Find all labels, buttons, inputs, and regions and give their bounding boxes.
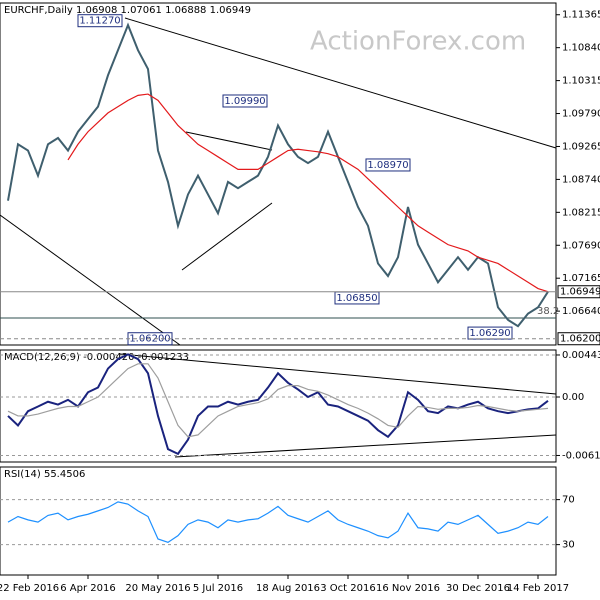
y-tick-label: 1.08215 <box>562 207 600 218</box>
header: EURCHF,Daily 1.06908 1.07061 1.06888 1.0… <box>4 5 251 16</box>
y-tick-label: 30 <box>562 540 575 551</box>
watermark: ActionForex.com <box>310 27 526 57</box>
series-line <box>7 501 549 544</box>
trend-line <box>124 17 557 149</box>
x-tick-label: 6 Apr 2016 <box>60 583 115 594</box>
y-tick-label: 1.06640 <box>562 306 600 317</box>
x-tick-label: 30 Dec 2016 <box>446 583 510 594</box>
x-tick-label: 16 Nov 2016 <box>376 583 440 594</box>
price-annotation <box>365 158 411 172</box>
series-line <box>7 363 549 438</box>
x-tick-label: 20 May 2016 <box>125 583 190 594</box>
macd-trend-line <box>174 434 557 458</box>
x-tick-label: 18 Aug 2016 <box>256 583 320 594</box>
x-tick-label: 14 Feb 2017 <box>507 583 569 594</box>
price-annotation <box>222 94 268 108</box>
trend-line <box>185 131 273 151</box>
trend-line <box>181 202 273 271</box>
y-tick-label: 1.07690 <box>562 240 600 251</box>
price-marker <box>557 285 600 299</box>
y-tick-label: 1.07165 <box>562 273 600 284</box>
y-tick-label: 70 <box>562 495 575 506</box>
x-tick-label: 22 Feb 2016 <box>0 583 59 594</box>
annotation-label: 1.11270 <box>79 16 120 27</box>
panel-title: RSI(14) 55.4506 <box>4 469 85 480</box>
y-tick-label: 1.10840 <box>562 43 600 54</box>
trend-line <box>0 214 181 346</box>
x-tick-label: 5 Jul 2016 <box>193 583 243 594</box>
y-tick-label: 1.09790 <box>562 109 600 120</box>
y-tick-label: 1.09265 <box>562 141 600 152</box>
macd-frame <box>0 349 557 463</box>
series-line <box>7 22 549 328</box>
annotation-label: 1.08970 <box>367 160 408 171</box>
price-marker-label: 1.06949 <box>560 287 600 298</box>
y-tick-label: 1.08740 <box>562 174 600 185</box>
price-marker <box>557 332 600 346</box>
y-tick-label: 0.004435 <box>562 350 600 361</box>
price-annotation <box>77 14 123 28</box>
x-tick-label: 3 Oct 2016 <box>320 583 375 594</box>
annotation-label: 1.09990 <box>224 96 265 107</box>
rsi-frame <box>0 466 557 576</box>
y-tick-label: 1.10315 <box>562 76 600 87</box>
price-frame <box>0 2 557 346</box>
annotation-label: 1.06850 <box>336 293 377 304</box>
y-tick-label: 0.00 <box>562 392 584 403</box>
annotation-label: 1.06290 <box>469 328 510 339</box>
y-tick-label: 1.11365 <box>562 10 600 21</box>
panel-title: MACD(12,26,9) -0.000420 -0.001233 <box>4 352 189 363</box>
fib-label: 38.2 <box>537 306 559 317</box>
series-line <box>7 353 549 456</box>
price-marker-label: 1.06200 <box>560 334 600 345</box>
y-tick-label: -0.00617 <box>562 450 600 461</box>
macd-trend-line <box>119 353 557 395</box>
series-line <box>67 93 549 293</box>
